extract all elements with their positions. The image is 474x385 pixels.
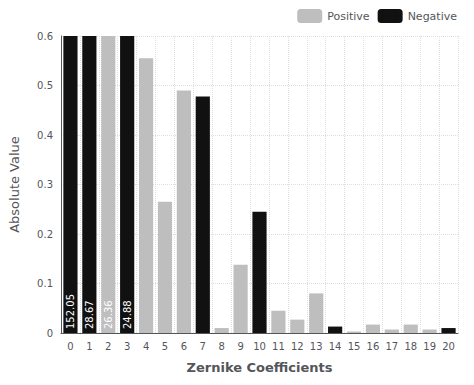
svg-text:0.5: 0.5: [37, 80, 53, 91]
svg-text:15: 15: [348, 341, 361, 352]
svg-text:Absolute Value: Absolute Value: [7, 136, 22, 233]
svg-text:10: 10: [253, 341, 266, 352]
svg-text:0.6: 0.6: [37, 31, 53, 42]
svg-text:5: 5: [162, 341, 168, 352]
svg-text:6: 6: [181, 341, 187, 352]
svg-text:Negative: Negative: [408, 10, 458, 23]
svg-text:26.36: 26.36: [103, 300, 114, 329]
svg-text:0: 0: [67, 341, 73, 352]
svg-text:7: 7: [200, 341, 206, 352]
svg-text:13: 13: [310, 341, 323, 352]
svg-text:0.4: 0.4: [37, 130, 53, 141]
svg-text:1: 1: [86, 341, 92, 352]
svg-text:8: 8: [219, 341, 225, 352]
svg-text:0.3: 0.3: [37, 179, 53, 190]
svg-text:0.1: 0.1: [37, 278, 53, 289]
svg-text:0.2: 0.2: [37, 229, 53, 240]
svg-text:4: 4: [143, 341, 149, 352]
svg-text:Zernike Coefficients: Zernike Coefficients: [187, 360, 333, 375]
svg-text:2: 2: [105, 341, 111, 352]
svg-text:18: 18: [404, 341, 417, 352]
svg-text:28.67: 28.67: [84, 300, 95, 329]
svg-text:152.05: 152.05: [65, 294, 76, 329]
svg-text:16: 16: [367, 341, 380, 352]
svg-text:19: 19: [423, 341, 436, 352]
svg-text:Positive: Positive: [327, 10, 370, 23]
svg-text:12: 12: [291, 341, 304, 352]
svg-text:0: 0: [47, 328, 53, 339]
svg-text:17: 17: [385, 341, 398, 352]
svg-text:20: 20: [442, 341, 455, 352]
svg-text:11: 11: [272, 341, 285, 352]
svg-text:14: 14: [329, 341, 342, 352]
svg-text:9: 9: [237, 341, 243, 352]
svg-text:3: 3: [124, 341, 130, 352]
svg-text:24.88: 24.88: [122, 300, 133, 329]
